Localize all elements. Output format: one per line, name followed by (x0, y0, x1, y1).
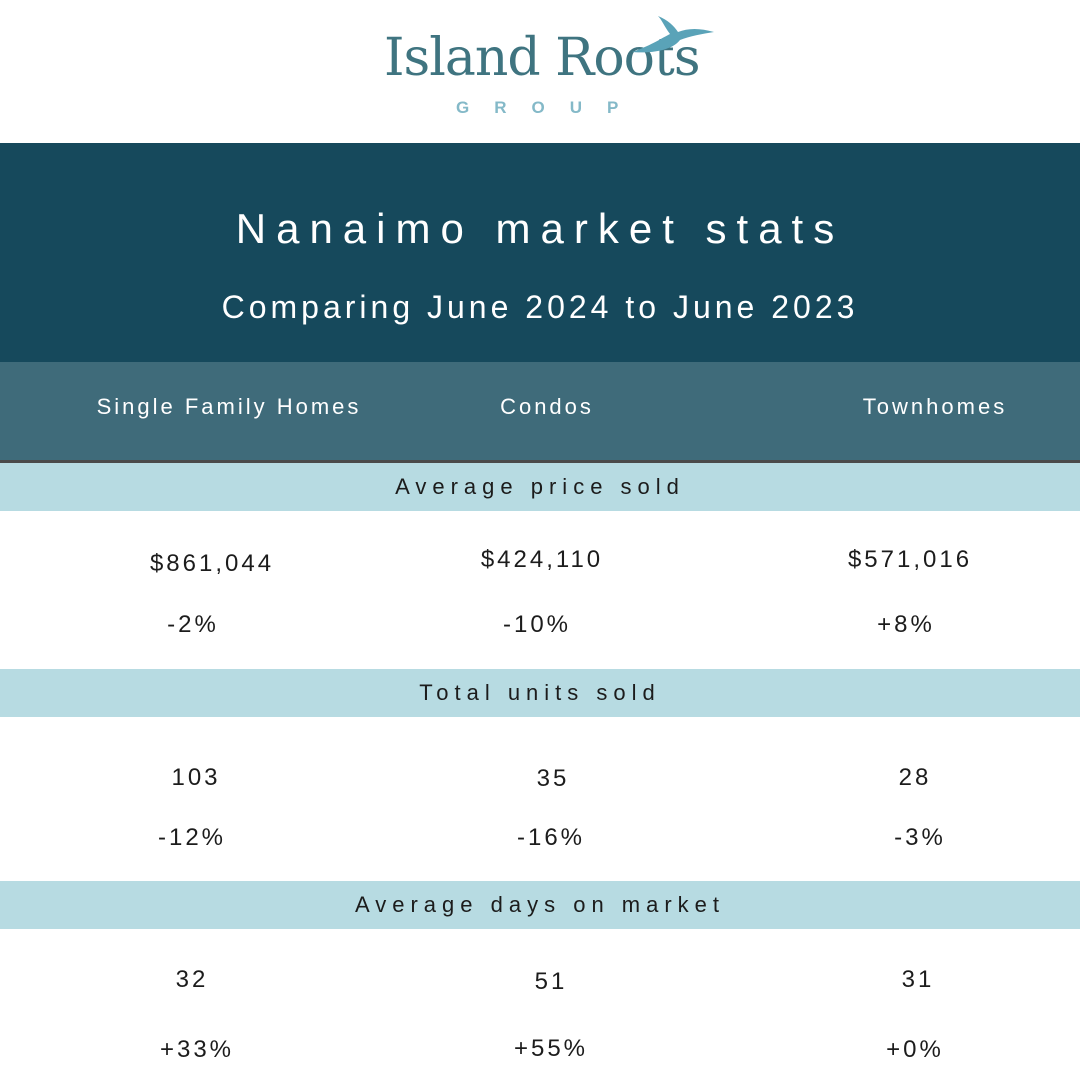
column-header-single-family: Single Family Homes (96, 394, 362, 419)
change-single-family-price: -2% (167, 611, 219, 638)
value-townhomes-days: 31 (901, 966, 935, 993)
change-condos-units: -16% (516, 824, 586, 851)
value-condos-days: 51 (534, 968, 568, 995)
value-condos-units: 35 (536, 765, 570, 792)
change-townhomes-days: +0% (886, 1036, 944, 1063)
column-header-condos: Condos (500, 394, 594, 419)
section-label-average-price: Average price sold (0, 463, 1080, 511)
page-subtitle: Comparing June 2024 to June 2023 (221, 289, 859, 325)
change-condos-days: +55% (513, 1035, 589, 1062)
seagull-icon (632, 16, 714, 53)
section-label-total-units: Total units sold (0, 669, 1080, 717)
change-townhomes-price: +8% (877, 611, 935, 638)
change-condos-price: -10% (502, 611, 572, 638)
change-single-family-days: +33% (159, 1036, 235, 1063)
change-townhomes-units: -3% (894, 824, 946, 851)
column-header-townhomes: Townhomes (862, 394, 1008, 419)
value-single-family-days: 32 (175, 966, 209, 993)
title-banner (0, 143, 1080, 362)
value-condos-price: $424,110 (480, 546, 604, 573)
value-single-family-units: 103 (171, 764, 221, 791)
logo-wordmark: Island Roots (384, 28, 701, 88)
value-townhomes-price: $571,016 (847, 546, 973, 573)
value-single-family-price: $861,044 (149, 550, 275, 577)
logo-subtitle: GROUP (456, 98, 644, 117)
page-title: Nanaimo market stats (235, 205, 845, 252)
column-header-bar (0, 362, 1080, 463)
logo: Island Roots GROUP (0, 0, 1080, 143)
change-single-family-units: -12% (157, 824, 227, 851)
value-townhomes-units: 28 (898, 764, 932, 791)
section-label-average-days: Average days on market (0, 881, 1080, 929)
